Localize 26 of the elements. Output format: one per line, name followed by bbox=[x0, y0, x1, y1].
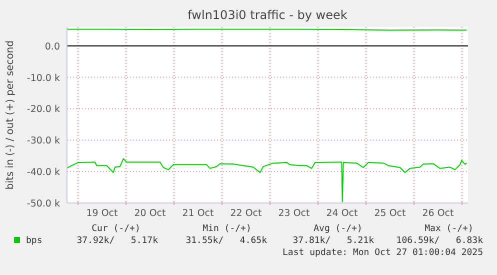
x-tick-label: 24 Oct bbox=[326, 208, 358, 219]
text: Max (-/+) bbox=[424, 224, 474, 234]
text: Last update: Mon Oct 27 01:00:04 2025 bbox=[282, 248, 483, 258]
y-axis-title: bits in (-) / out (+) per second bbox=[5, 40, 16, 190]
text: 37.92k/ 5.17k bbox=[76, 236, 159, 246]
text: 37.81k/ 5.21k bbox=[292, 236, 375, 246]
text: 31.55k/ 4.65k bbox=[186, 236, 268, 246]
y-tick-label: -20.0 k bbox=[26, 104, 60, 116]
x-tick-label: 20 Oct bbox=[134, 208, 166, 219]
text: Avg (-/+) bbox=[314, 224, 362, 234]
x-tick-label: 21 Oct bbox=[182, 208, 214, 219]
y-tick-label: 0.0 bbox=[44, 41, 60, 52]
text: 106.59k/ 6.83k bbox=[396, 236, 484, 246]
x-tick-label: 25 Oct bbox=[374, 208, 406, 219]
text: Cur (-/+) bbox=[92, 224, 140, 234]
x-tick-label: 26 Oct bbox=[422, 208, 454, 219]
y-tick-label: -10.0 k bbox=[26, 72, 60, 84]
y-tick-label: -30.0 k bbox=[26, 136, 60, 147]
text: Min (-/+) bbox=[202, 224, 252, 234]
x-tick-label: 22 Oct bbox=[230, 208, 262, 219]
x-tick-label: 23 Oct bbox=[278, 208, 310, 219]
y-tick-label: -40.0 k bbox=[26, 167, 60, 178]
y-tick-label: -50.0 k bbox=[26, 198, 60, 210]
legend-label: bps bbox=[26, 236, 42, 246]
chart-title: fwln103i0 traffic - by week bbox=[188, 8, 348, 22]
x-tick-label: 19 Oct bbox=[86, 208, 118, 219]
